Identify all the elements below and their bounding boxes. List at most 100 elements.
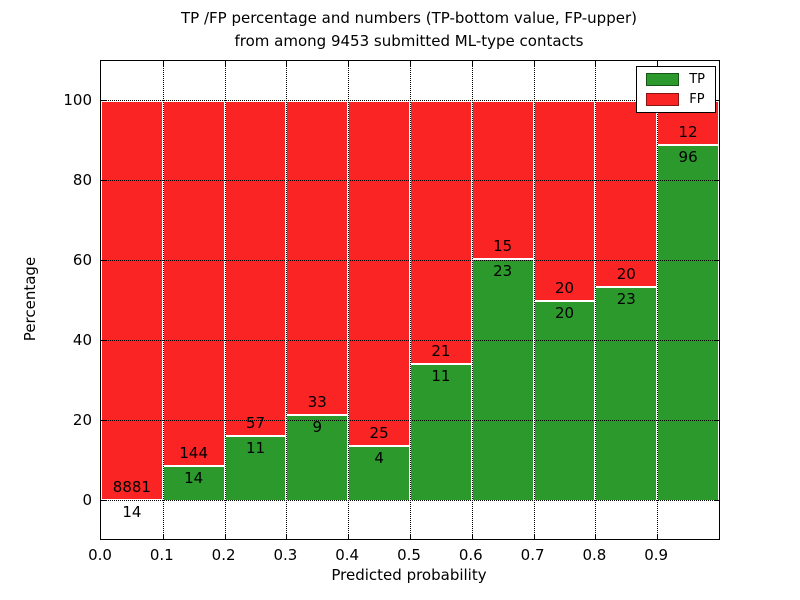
legend-entry: TP <box>646 73 705 86</box>
y-tick-label: 60 <box>72 251 92 269</box>
fp-count-label: 33 <box>307 393 327 412</box>
x-tick-label: 0.7 <box>520 546 545 564</box>
horizontal-gridline <box>101 260 719 261</box>
fp-bar-segment <box>162 101 225 466</box>
horizontal-gridline <box>101 100 719 101</box>
y-tick-mark <box>714 340 719 341</box>
vertical-gridline <box>286 61 288 539</box>
horizontal-gridline <box>101 340 719 341</box>
y-tick-mark <box>714 500 719 501</box>
x-tick-mark <box>162 61 164 66</box>
x-tick-mark <box>286 61 288 66</box>
vertical-gridline <box>657 61 659 539</box>
x-tick-label: 0.3 <box>273 546 298 564</box>
x-axis-label: Predicted probability <box>331 566 487 584</box>
tp-bar-segment <box>533 301 596 501</box>
legend-fp-swatch <box>646 93 680 106</box>
tp-count-label: 11 <box>245 439 266 458</box>
x-tick-mark <box>224 534 226 539</box>
vertical-gridline <box>595 61 597 539</box>
x-tick-label: 0.2 <box>211 546 236 564</box>
tp-bar-segment <box>286 415 349 501</box>
y-tick-mark <box>714 100 719 101</box>
vertical-gridline <box>410 61 411 539</box>
legend-label: FP <box>689 92 705 107</box>
x-tick-mark <box>471 61 473 66</box>
x-tick-mark <box>348 61 350 66</box>
y-tick-mark <box>101 340 106 341</box>
plot-area: TP FP 8881 14 144 14 57 11 33 9 25 4 21 11 15 23 20 20 20… <box>100 60 720 540</box>
fp-count-label: 20 <box>616 265 636 284</box>
x-tick-label: 0.5 <box>397 546 421 564</box>
x-tick-label: 0.6 <box>458 546 483 564</box>
y-tick-mark <box>714 420 719 421</box>
tp-count-label: 14 <box>184 468 204 487</box>
tp-count-label: 23 <box>616 290 636 309</box>
y-tick-mark <box>714 260 719 261</box>
vertical-gridline <box>348 61 350 539</box>
x-tick-mark <box>162 534 164 539</box>
y-tick-mark <box>101 260 106 261</box>
y-tick-mark <box>714 180 719 181</box>
vertical-gridline <box>162 61 164 539</box>
vertical-gridline <box>533 61 535 539</box>
y-tick-label: 0 <box>82 491 92 509</box>
tp-bar-segment <box>595 287 658 501</box>
x-tick-label: 0.4 <box>335 546 360 564</box>
tp-count-label: 23 <box>493 261 513 280</box>
fp-bar-segment <box>101 101 163 501</box>
tp-count-label: 20 <box>554 304 575 322</box>
y-tick-mark <box>101 420 106 421</box>
x-tick-mark <box>657 534 659 539</box>
x-tick-mark <box>286 534 288 539</box>
y-tick-mark <box>101 180 106 181</box>
tp-count-label: 11 <box>431 366 451 385</box>
tp-bar-segment <box>471 258 534 501</box>
x-tick-mark <box>410 534 411 539</box>
x-tick-mark <box>595 534 597 539</box>
fp-count-label: 25 <box>369 423 389 442</box>
chart-title-line1: TP /FP percentage and numbers (TP-bottom… <box>181 9 637 27</box>
fp-count-label: 8881 <box>112 478 151 497</box>
fp-count-label: 144 <box>179 443 209 462</box>
x-tick-mark <box>410 61 411 66</box>
horizontal-gridline <box>101 500 719 501</box>
y-axis-label: Percentage <box>21 256 39 342</box>
fp-count-label: 15 <box>493 236 513 255</box>
y-tick-mark <box>101 500 106 501</box>
x-tick-label: 0.8 <box>582 546 607 564</box>
fp-count-label: 21 <box>431 341 451 360</box>
y-tick-label: 100 <box>63 91 92 109</box>
tp-count-label: 96 <box>678 148 698 167</box>
tp-count-label: 9 <box>312 418 323 437</box>
x-tick-mark <box>224 61 226 66</box>
legend-entry: FP <box>646 93 705 106</box>
horizontal-gridline <box>101 420 719 421</box>
fp-bar-segment <box>471 101 534 259</box>
y-tick-mark <box>101 100 106 101</box>
tp-bar-segment <box>348 445 410 501</box>
x-tick-mark <box>657 61 659 66</box>
fp-bar-segment <box>595 101 658 288</box>
x-tick-mark <box>348 534 350 539</box>
fp-bar-segment <box>533 101 596 301</box>
chart-title-line2: from among 9453 submitted ML-type contac… <box>234 32 584 50</box>
x-tick-mark <box>595 61 597 66</box>
legend: TP FP <box>636 66 716 113</box>
x-tick-mark <box>471 534 473 539</box>
fp-count-label: 20 <box>554 279 575 297</box>
vertical-gridline <box>471 61 473 539</box>
vertical-gridline <box>224 61 226 539</box>
tp-bar-segment <box>657 145 719 501</box>
fp-count-label: 12 <box>678 123 698 142</box>
x-tick-label: 0.9 <box>644 546 669 564</box>
fp-bar-segment <box>348 101 410 446</box>
x-tick-label: 0.0 <box>88 546 112 564</box>
fp-bar-segment <box>286 101 349 416</box>
horizontal-gridline <box>101 180 719 181</box>
y-tick-label: 40 <box>72 331 92 349</box>
y-tick-label: 80 <box>72 171 92 189</box>
x-tick-mark <box>533 61 535 66</box>
legend-label: TP <box>689 72 705 87</box>
